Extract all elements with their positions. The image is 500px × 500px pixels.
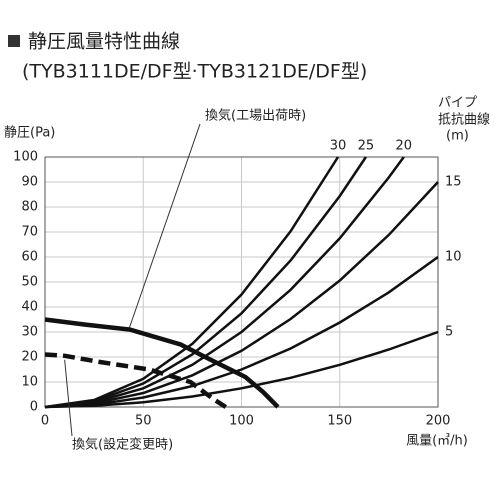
plot-frame <box>44 156 439 408</box>
annotation: 換気(設定変更時) <box>72 437 173 453</box>
y-axis-label: 静圧(Pa) <box>4 126 55 141</box>
legend-title: 抵抗曲線 <box>438 112 490 128</box>
x-tick-label: 200 <box>426 414 451 429</box>
series-label: 15 <box>445 175 462 190</box>
data-line <box>44 330 439 409</box>
y-tick-label: 40 <box>21 300 38 315</box>
y-tick-label: 10 <box>21 375 38 390</box>
series-label: 20 <box>396 139 413 154</box>
x-tick-label: 0 <box>41 414 49 429</box>
leader-line <box>64 359 73 437</box>
y-tick-label: 100 <box>13 150 38 165</box>
annotation: 換気(工場出荷時) <box>205 108 306 124</box>
y-tick-label: 0 <box>30 400 38 415</box>
leader-line <box>129 123 201 328</box>
y-tick-label: 90 <box>21 175 38 190</box>
data-line <box>44 317 280 409</box>
series-label: 10 <box>445 250 462 265</box>
y-tick-label: 50 <box>21 275 38 290</box>
data-line <box>44 352 228 409</box>
y-tick-label: 70 <box>21 225 38 240</box>
series-label: 5 <box>445 325 453 340</box>
x-tick-label: 150 <box>327 414 352 429</box>
y-tick-label: 80 <box>21 200 38 215</box>
series-label: 30 <box>330 139 347 154</box>
data-line <box>44 181 439 409</box>
x-tick-label: 100 <box>229 414 254 429</box>
legend-title: パイプ <box>438 96 477 111</box>
y-tick-label: 20 <box>21 350 38 365</box>
data-line <box>44 156 405 409</box>
data-line <box>44 156 340 409</box>
y-tick-label: 30 <box>21 325 38 340</box>
data-line <box>44 255 439 409</box>
x-axis-label: 風量(㎥/h) <box>406 434 468 449</box>
legend-title: (m) <box>446 129 469 144</box>
chart-subtitle: (TYB3111DE/DF型·TYB3121DE/DF型) <box>22 61 367 83</box>
y-tick-label: 60 <box>21 250 38 265</box>
x-tick-label: 50 <box>135 414 152 429</box>
data-line <box>44 156 367 409</box>
series-label: 25 <box>358 139 375 154</box>
chart-title: 静圧風量特性曲線 <box>28 31 180 53</box>
title-marker <box>8 35 20 47</box>
